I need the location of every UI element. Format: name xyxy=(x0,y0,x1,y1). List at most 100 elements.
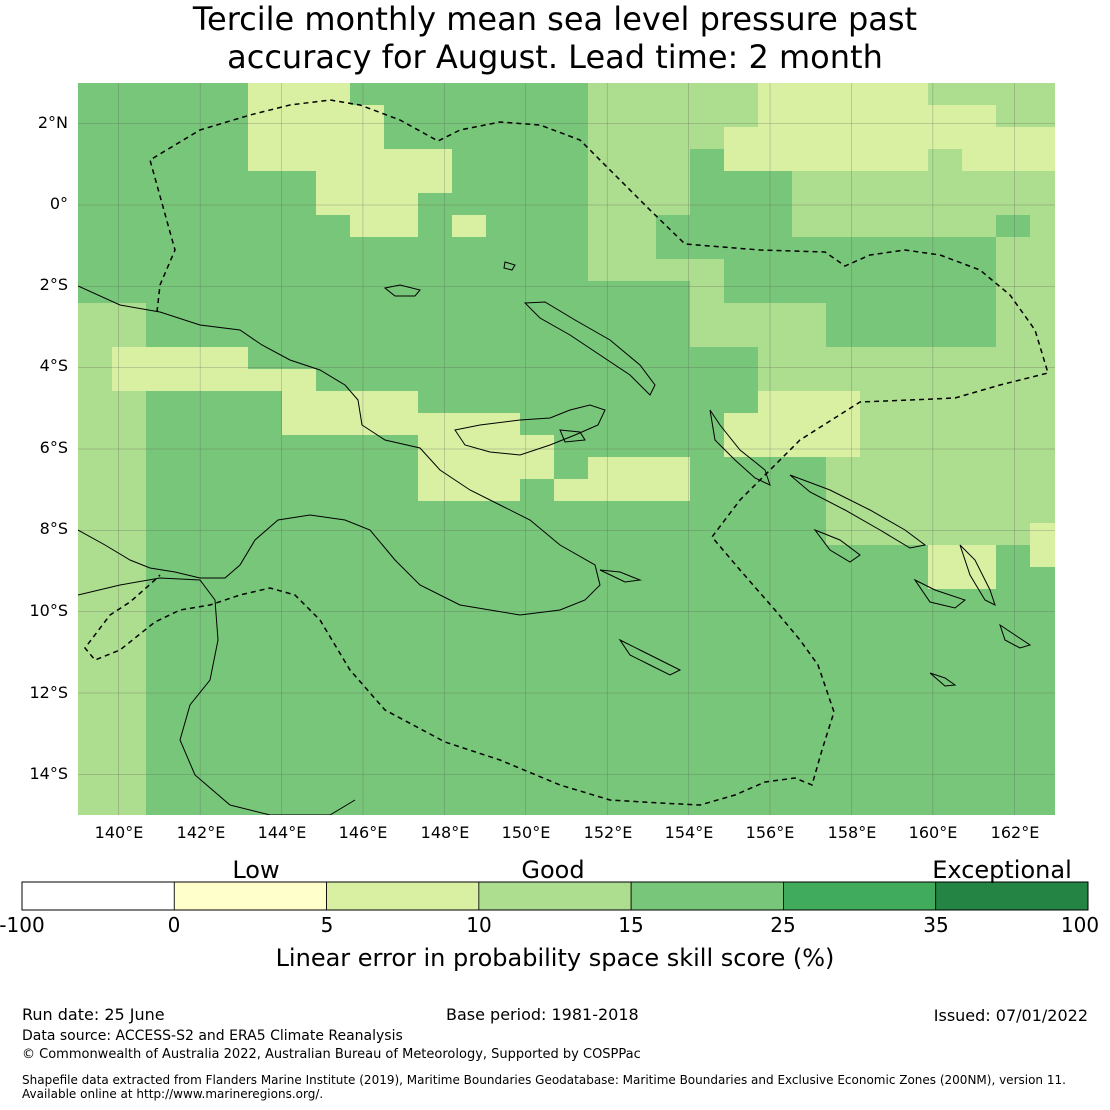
skill-cell xyxy=(724,787,759,810)
skill-cell xyxy=(622,325,657,348)
skill-cell xyxy=(452,611,487,634)
skill-cell xyxy=(418,655,453,678)
skill-cell xyxy=(418,369,453,392)
skill-cell xyxy=(418,611,453,634)
skill-cell xyxy=(996,589,1031,612)
lon-label-154: 154°E xyxy=(664,823,714,842)
skill-cell xyxy=(316,699,351,722)
skill-cell xyxy=(826,259,861,282)
skill-cell xyxy=(1030,677,1055,700)
skill-cell xyxy=(112,237,147,260)
colorbar-tick-0: 0 xyxy=(167,913,181,937)
skill-cell xyxy=(860,193,895,216)
skill-cell xyxy=(282,303,317,326)
skill-cell xyxy=(112,171,147,194)
skill-cell xyxy=(520,589,555,612)
skill-cell xyxy=(656,325,691,348)
skill-cell xyxy=(724,809,759,815)
lat-label-12s: 12°S xyxy=(29,683,68,702)
skill-cell xyxy=(214,523,249,546)
skill-cell xyxy=(894,589,929,612)
skill-cell xyxy=(894,259,929,282)
skill-cell xyxy=(962,105,997,128)
skill-cell xyxy=(588,325,623,348)
skill-cell xyxy=(180,83,215,106)
skill-cell xyxy=(520,743,555,766)
lon-label-150: 150°E xyxy=(501,823,551,842)
skill-cell xyxy=(180,589,215,612)
skill-cell xyxy=(826,655,861,678)
skill-cell xyxy=(792,611,827,634)
skill-cell xyxy=(214,721,249,744)
skill-cell xyxy=(248,435,283,458)
skill-cell xyxy=(690,655,725,678)
skill-cell xyxy=(282,457,317,480)
skill-cell xyxy=(1030,347,1055,370)
skill-cell xyxy=(248,633,283,656)
coastlines xyxy=(78,261,1032,815)
skill-cell xyxy=(78,677,113,700)
skill-cell xyxy=(282,347,317,370)
skill-cell xyxy=(520,435,555,458)
skill-cell xyxy=(690,303,725,326)
skill-cell xyxy=(146,105,181,128)
skill-cell xyxy=(894,303,929,326)
skill-cell xyxy=(724,611,759,634)
colorbar xyxy=(21,881,1089,911)
skill-cell xyxy=(690,237,725,260)
skill-cell xyxy=(928,501,963,524)
skill-cell xyxy=(214,149,249,172)
skill-cell xyxy=(520,105,555,128)
skill-cell xyxy=(384,567,419,590)
skill-cell xyxy=(622,787,657,810)
skill-cell xyxy=(78,237,113,260)
skill-cell xyxy=(180,633,215,656)
skill-cell xyxy=(554,127,589,150)
solomons-coast-2 xyxy=(813,528,861,563)
skill-cell xyxy=(894,765,929,788)
skill-cell xyxy=(996,611,1031,634)
skill-cell xyxy=(792,281,827,304)
skill-cell xyxy=(962,545,997,568)
skill-cell xyxy=(520,699,555,722)
skill-cell xyxy=(826,457,861,480)
skill-cell xyxy=(792,391,827,414)
skill-cell xyxy=(554,435,589,458)
skill-cell xyxy=(996,149,1031,172)
skill-cell xyxy=(214,633,249,656)
skill-cell xyxy=(282,809,317,815)
skill-cell xyxy=(486,149,521,172)
skill-cell xyxy=(248,369,283,392)
skill-cell xyxy=(622,677,657,700)
skill-cell xyxy=(452,347,487,370)
skill-cell xyxy=(928,699,963,722)
skill-cell xyxy=(214,743,249,766)
skill-cell xyxy=(792,413,827,436)
skill-cell xyxy=(486,413,521,436)
lat-label-4s: 4°S xyxy=(39,356,68,375)
skill-cell xyxy=(180,611,215,634)
skill-cell xyxy=(894,809,929,815)
skill-cell xyxy=(282,105,317,128)
skill-cell xyxy=(248,501,283,524)
skill-cell xyxy=(894,501,929,524)
skill-cell xyxy=(622,369,657,392)
skill-cell xyxy=(894,435,929,458)
skill-cell xyxy=(622,391,657,414)
skill-cell xyxy=(316,105,351,128)
skill-cell xyxy=(928,215,963,238)
skill-cell xyxy=(554,479,589,502)
skill-cell xyxy=(248,721,283,744)
skill-cell xyxy=(894,171,929,194)
skill-cell xyxy=(384,699,419,722)
skill-cell xyxy=(350,655,385,678)
skill-cell xyxy=(384,743,419,766)
skill-cell xyxy=(962,281,997,304)
skill-cell xyxy=(486,303,521,326)
skill-cell xyxy=(690,699,725,722)
skill-cell xyxy=(452,303,487,326)
skill-cells xyxy=(78,83,1055,815)
skill-cell xyxy=(860,303,895,326)
colorbar-tick-100: 100 xyxy=(1060,913,1100,937)
skill-cell xyxy=(928,237,963,260)
